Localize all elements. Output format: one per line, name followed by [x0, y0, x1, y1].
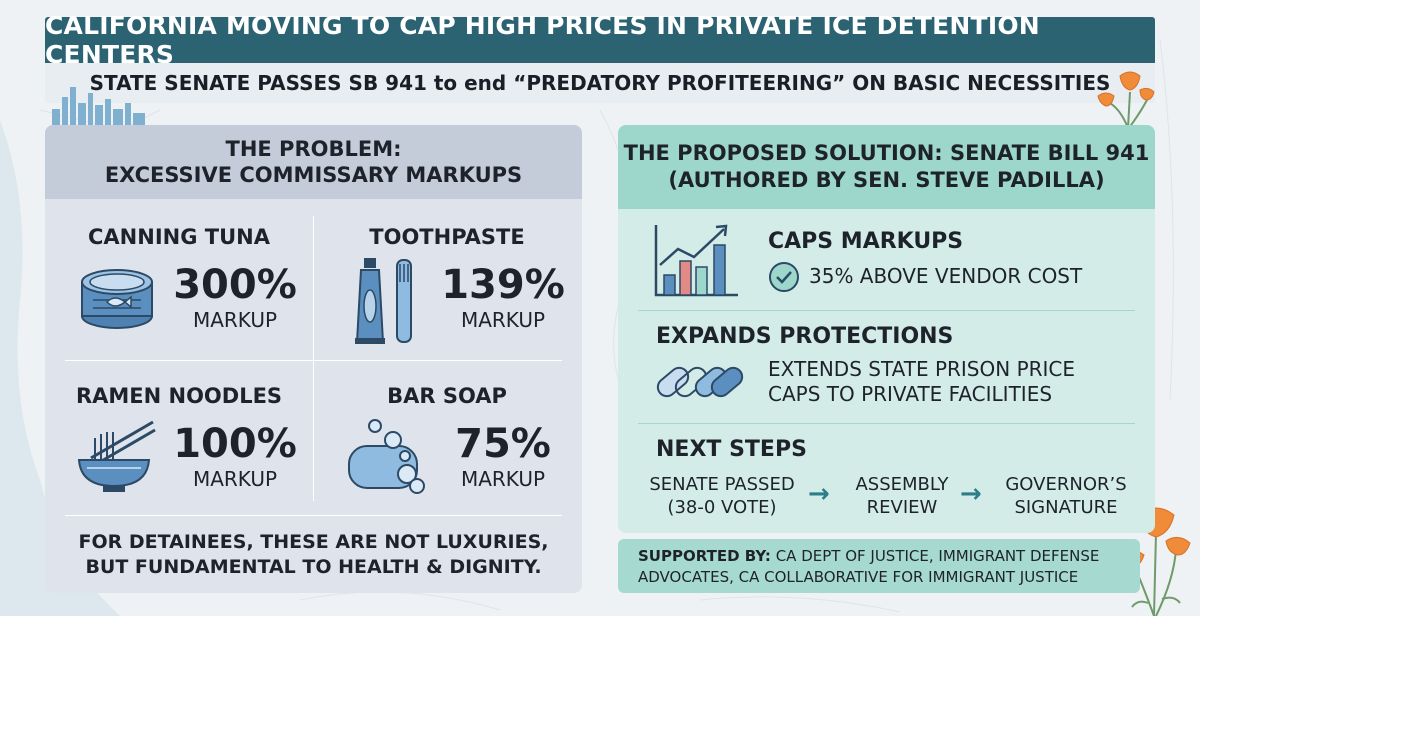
tuna-can-icon [81, 269, 153, 329]
subtitle: STATE SENATE PASSES SB 941 to end “PREDA… [45, 63, 1155, 103]
step-line1: SENATE PASSED [649, 474, 795, 495]
main-title: CALIFORNIA MOVING TO CAP HIGH PRICES IN … [45, 11, 1155, 69]
markup-value: 139% [441, 262, 565, 308]
arrow-right-icon: → [808, 479, 830, 509]
markup-item: BAR SOAP 75% MARKUP [313, 370, 581, 515]
section-divider [638, 423, 1135, 424]
grid-divider [65, 515, 562, 516]
solution-heading-line1: THE PROPOSED SOLUTION: SENATE BILL 941 [623, 141, 1150, 165]
noodle-bowl-icon [77, 420, 156, 492]
supported-line1: CA DEPT OF JUSTICE, IMMIGRANT DEFENSE [770, 547, 1100, 565]
supported-label: SUPPORTED BY: [638, 547, 771, 565]
step-line2: (38-0 VOTE) [667, 497, 777, 518]
markup-unit: MARKUP [192, 308, 278, 332]
caps-title: CAPS MARKUPS [768, 229, 964, 254]
markup-value: 100% [173, 421, 297, 467]
step-line1: ASSEMBLY [855, 474, 949, 495]
solution-heading-line2: (AUTHORED BY SEN. STEVE PADILLA) [668, 168, 1105, 192]
solution-panel: THE PROPOSED SOLUTION: SENATE BILL 941 (… [618, 125, 1155, 533]
chain-link-icon [656, 366, 744, 398]
supported-line2: ADVOCATES, CA COLLABORATIVE FOR IMMIGRAN… [638, 568, 1079, 586]
problem-panel: THE PROBLEM: EXCESSIVE COMMISSARY MARKUP… [45, 125, 582, 593]
step-line2: SIGNATURE [1014, 497, 1118, 518]
item-name: BAR SOAP [387, 384, 507, 408]
item-name: TOOTHPASTE [369, 225, 525, 249]
caps-detail: 35% ABOVE VENDOR COST [809, 264, 1083, 288]
problem-heading: THE PROBLEM: EXCESSIVE COMMISSARY MARKUP… [45, 125, 582, 199]
detainee-note: FOR DETAINEES, THESE ARE NOT LUXURIES, B… [45, 530, 582, 580]
problem-heading-line2: EXCESSIVE COMMISSARY MARKUPS [104, 163, 523, 187]
item-name: RAMEN NOODLES [75, 384, 283, 408]
expands-title: EXPANDS PROTECTIONS [656, 324, 954, 349]
expands-line1: EXTENDS STATE PRISON PRICE [768, 357, 1076, 381]
markup-value: 300% [173, 262, 297, 308]
markup-item: TOOTHPASTE 139% MARKUP [313, 211, 581, 356]
markup-item: RAMEN NOODLES 100% MARKUP [45, 370, 313, 515]
step-assembly-review: ASSEMBLY REVIEW [842, 473, 962, 519]
detainee-note-line1: FOR DETAINEES, THESE ARE NOT LUXURIES, [78, 531, 549, 553]
step-governor-signature: GOVERNOR’S SIGNATURE [994, 473, 1138, 519]
grid-divider [313, 216, 314, 501]
arrow-right-icon: → [960, 479, 982, 509]
markup-value: 75% [455, 421, 551, 467]
solution-heading: THE PROPOSED SOLUTION: SENATE BILL 941 (… [618, 125, 1155, 209]
toothpaste-icon [355, 258, 412, 344]
markup-item: CANNING TUNA 300% MARKUP [45, 211, 313, 356]
detainee-note-line2: BUT FUNDAMENTAL TO HEALTH & DIGNITY. [85, 556, 542, 578]
expands-detail: EXTENDS STATE PRISON PRICE CAPS TO PRIVA… [768, 357, 1075, 407]
infographic: CALIFORNIA MOVING TO CAP HIGH PRICES IN … [0, 0, 1200, 616]
bar-chart-icon [654, 224, 738, 297]
step-line1: GOVERNOR’S [1005, 474, 1127, 495]
expands-line2: CAPS TO PRIVATE FACILITIES [768, 382, 1053, 406]
poppy-flower-icon [1097, 71, 1155, 128]
problem-heading-line1: THE PROBLEM: [225, 137, 402, 161]
supported-by-box: SUPPORTED BY: CA DEPT OF JUSTICE, IMMIGR… [618, 539, 1140, 593]
section-divider [638, 310, 1135, 311]
step-line2: REVIEW [866, 497, 938, 518]
markup-unit: MARKUP [460, 467, 546, 491]
soap-icon [348, 419, 425, 494]
city-skyline-icon [52, 87, 145, 125]
next-steps-title: NEXT STEPS [656, 437, 807, 462]
markup-unit: MARKUP [192, 467, 278, 491]
check-circle-icon [769, 262, 799, 292]
item-name: CANNING TUNA [88, 225, 270, 249]
markup-unit: MARKUP [460, 308, 546, 332]
step-senate-passed: SENATE PASSED (38-0 VOTE) [636, 473, 808, 519]
grid-divider [65, 360, 562, 361]
